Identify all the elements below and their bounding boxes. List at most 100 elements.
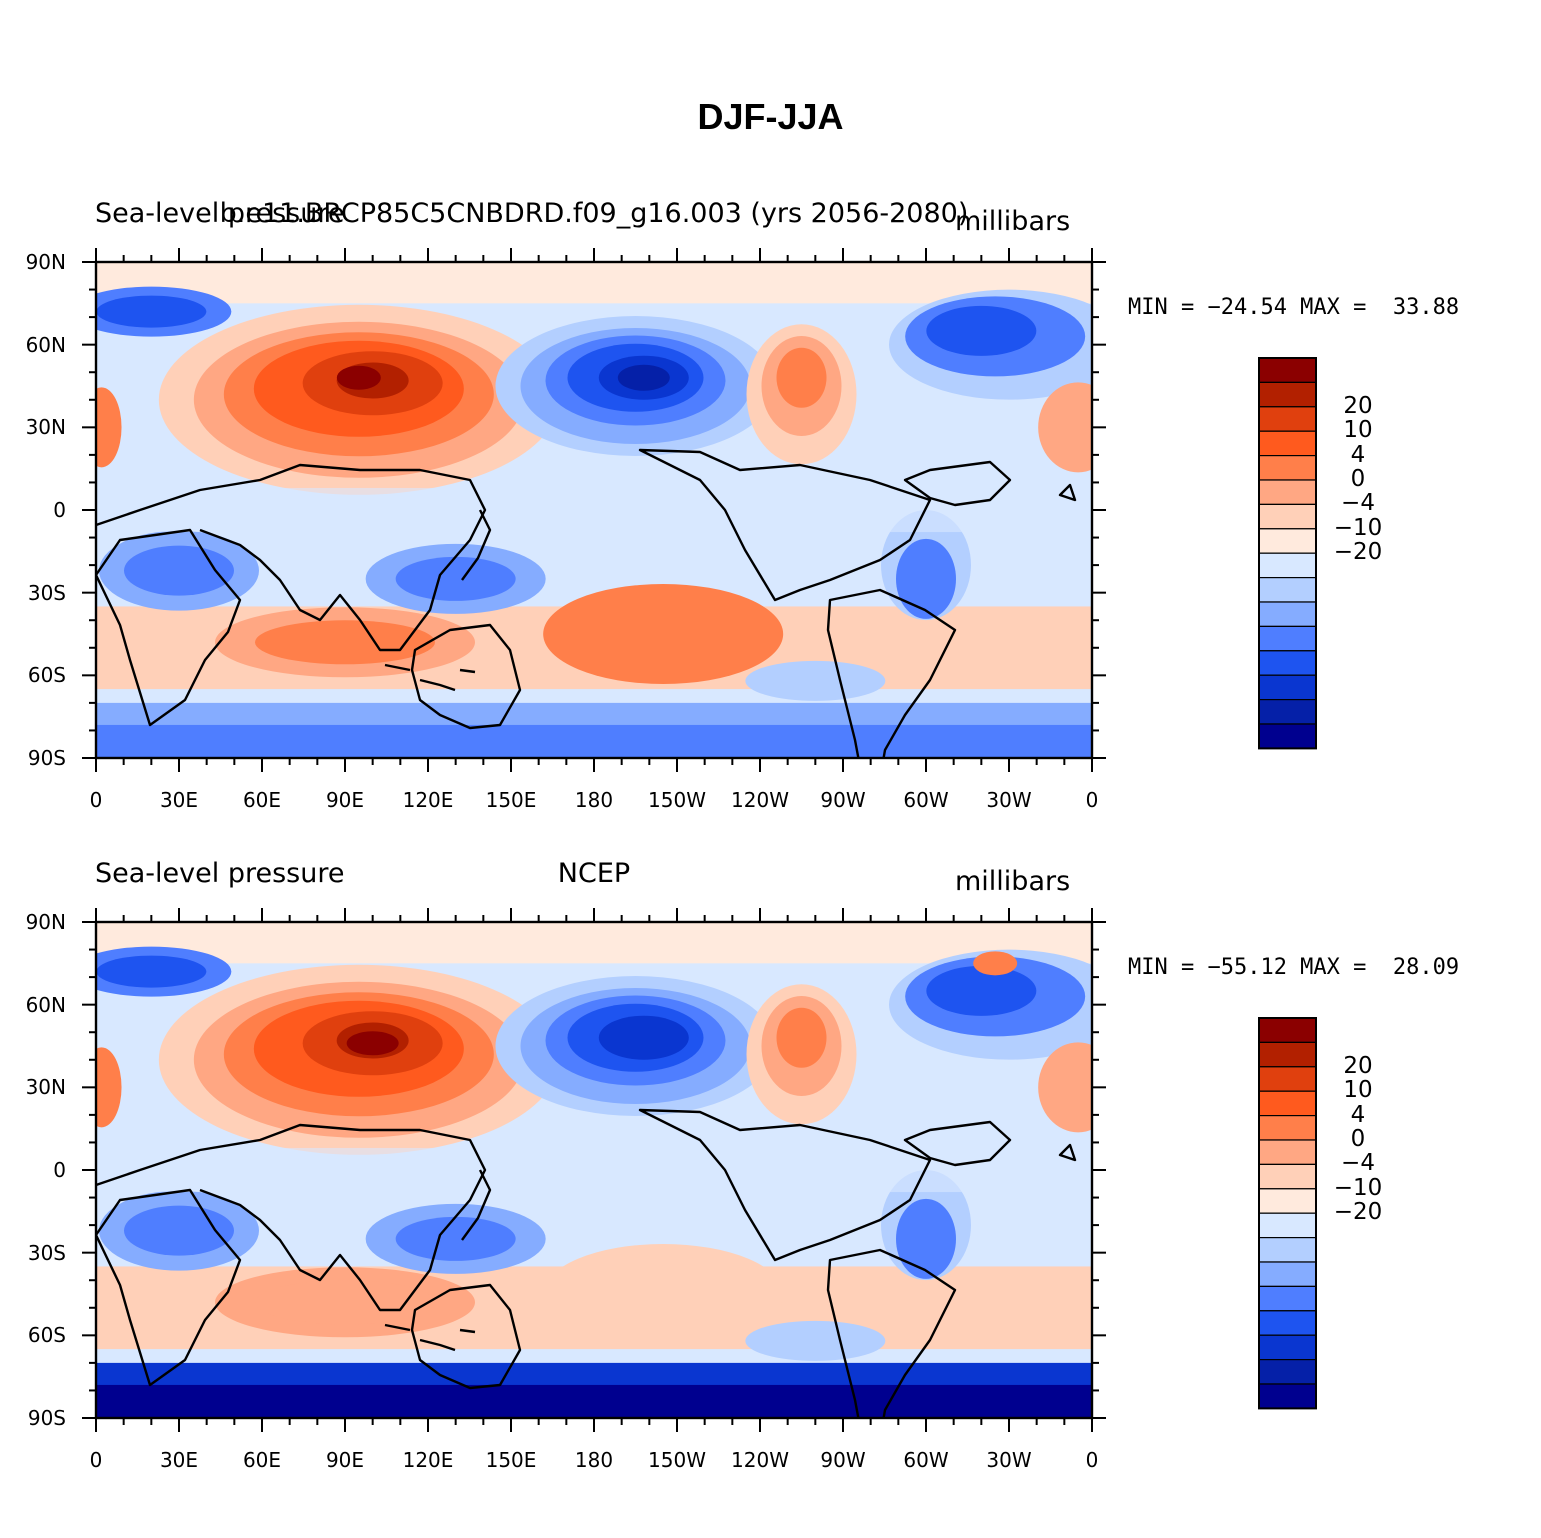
colorbar-box bbox=[1258, 1115, 1317, 1141]
coastline-2 bbox=[410, 623, 522, 730]
colorbar bbox=[1258, 1017, 1317, 1410]
lon-tick-label: 150W bbox=[648, 1448, 706, 1472]
colorbar-label: −10 bbox=[1333, 1174, 1383, 1201]
lon-tick-label: 60W bbox=[903, 788, 949, 812]
colorbar-box bbox=[1258, 1017, 1317, 1043]
pacific-south-high bbox=[543, 1244, 784, 1344]
colorbar-box bbox=[1258, 381, 1317, 408]
colorbar-label: 20 bbox=[1343, 1052, 1373, 1079]
pacific-south-high bbox=[543, 584, 784, 684]
lat-tick-label: 90S bbox=[27, 746, 66, 770]
coastlines bbox=[96, 1108, 1077, 1418]
colorbar-box bbox=[1258, 552, 1317, 579]
asia-high-core bbox=[336, 365, 381, 390]
colorbar-box bbox=[1258, 357, 1317, 383]
lat-tick-label: 60S bbox=[27, 1323, 66, 1348]
lon-tick-label: 60E bbox=[242, 1448, 282, 1472]
right-label: millibars bbox=[955, 866, 1071, 897]
pressure-field bbox=[96, 262, 1092, 758]
lat-tick-label: 30S bbox=[27, 580, 66, 605]
colorbar-label: 4 bbox=[1350, 1101, 1366, 1128]
pressure-field bbox=[96, 922, 1092, 1418]
coastline-10 bbox=[1058, 1143, 1077, 1162]
colorbar-label: −20 bbox=[1333, 539, 1383, 566]
colorbar-label: −4 bbox=[1341, 1150, 1375, 1177]
colorbar-box bbox=[1258, 1358, 1317, 1385]
map-panel-model: Sea-level pressure b.e11.BRCP85C5CNBDRD.f… bbox=[0, 180, 1541, 840]
azores-high-west bbox=[96, 1047, 122, 1128]
lon-tick-label: 60E bbox=[242, 788, 282, 812]
coastline-5 bbox=[903, 1120, 1012, 1167]
azores-high bbox=[1038, 1042, 1092, 1133]
arctic-band bbox=[96, 922, 1092, 964]
lon-tick-label: 0 bbox=[1085, 1448, 1099, 1472]
azores-high bbox=[1038, 382, 1092, 473]
colorbar-label: 0 bbox=[1350, 1126, 1366, 1152]
colorbar-label: 10 bbox=[1343, 1077, 1373, 1104]
na-high-3 bbox=[776, 1007, 827, 1068]
colorbar-box bbox=[1258, 430, 1317, 457]
colorbar-box bbox=[1258, 1188, 1317, 1214]
colorbar-box bbox=[1258, 625, 1317, 652]
axes bbox=[82, 248, 1106, 772]
lat-tick-label: 90N bbox=[25, 910, 66, 934]
left-label: Sea-level pressure bbox=[95, 858, 345, 889]
coastline-1 bbox=[96, 463, 487, 652]
colorbar-label: 20 bbox=[1343, 392, 1373, 419]
colorbar-box bbox=[1258, 698, 1317, 725]
colorbar-box bbox=[1258, 406, 1317, 432]
colorbar-box bbox=[1258, 601, 1317, 627]
antarctic-core bbox=[96, 1384, 1092, 1418]
australia-low-core bbox=[395, 1216, 516, 1261]
colorbar-box bbox=[1258, 577, 1317, 603]
lon-tick-label: 180 bbox=[574, 1448, 614, 1472]
indian-ocean-high-core bbox=[255, 620, 435, 665]
lat-tick-label: 30N bbox=[25, 415, 66, 440]
colorbar-box bbox=[1258, 503, 1317, 530]
lat-tick-label: 0 bbox=[53, 498, 66, 522]
lon-tick-label: 180 bbox=[574, 788, 614, 812]
min-max-label: MIN = −24.54 MAX = 33.88 bbox=[1128, 295, 1460, 320]
colorbar-box bbox=[1258, 1163, 1317, 1190]
left-label: Sea-level pressure bbox=[95, 198, 345, 229]
map-panel-ncep: Sea-level pressure NCEP millibars MIN = −55… bbox=[0, 840, 1541, 1500]
lon-tick-label: 150E bbox=[485, 1448, 537, 1472]
center-label: b.e11.BRCP85C5CNBDRD.f09_g16.003 (yrs 20… bbox=[219, 198, 969, 229]
lon-tick-label: 90W bbox=[820, 788, 866, 812]
equatorial-band bbox=[96, 1147, 1092, 1193]
coastline-0 bbox=[96, 528, 242, 727]
lon-tick-label: 150W bbox=[648, 788, 706, 812]
arctic-band bbox=[96, 262, 1092, 304]
colorbar-label: −10 bbox=[1333, 514, 1383, 541]
azores-high-west bbox=[96, 387, 122, 468]
colorbar-label: 10 bbox=[1343, 417, 1373, 444]
colorbar-box bbox=[1258, 1383, 1317, 1409]
right-label: millibars bbox=[955, 206, 1071, 237]
aleutian-low-5 bbox=[598, 1015, 689, 1060]
coastline-3 bbox=[638, 448, 932, 602]
africa-low-core bbox=[124, 545, 234, 596]
coastline-2 bbox=[410, 1283, 522, 1390]
colorbar-box bbox=[1258, 1066, 1317, 1092]
samerica-low-core bbox=[896, 538, 956, 619]
lat-tick-label: 0 bbox=[53, 1158, 66, 1182]
colorbar-box bbox=[1258, 1261, 1317, 1287]
colorbar-frame bbox=[1258, 1017, 1317, 1410]
equatorial-band bbox=[96, 487, 1092, 533]
coastline-0 bbox=[96, 1188, 242, 1387]
colorbar-box bbox=[1258, 1139, 1317, 1165]
lon-tick-label: 90E bbox=[325, 1448, 365, 1472]
colorbar-box bbox=[1258, 1334, 1317, 1361]
colorbar-box bbox=[1258, 455, 1317, 481]
lon-tick-label: 120W bbox=[731, 788, 789, 812]
amundsen-low bbox=[745, 1320, 886, 1361]
lat-tick-label: 30N bbox=[25, 1075, 66, 1100]
lon-tick-label: 30E bbox=[159, 1448, 199, 1472]
lat-tick-label: 90S bbox=[27, 1406, 66, 1430]
indian-ocean-high-core bbox=[255, 1280, 435, 1325]
africa-low-core bbox=[124, 1205, 234, 1256]
lon-tick-label: 30W bbox=[986, 788, 1032, 812]
icelandic-low-3 bbox=[926, 965, 1037, 1016]
lat-tick-label: 30S bbox=[27, 1240, 66, 1265]
greenland-high bbox=[973, 951, 1018, 976]
